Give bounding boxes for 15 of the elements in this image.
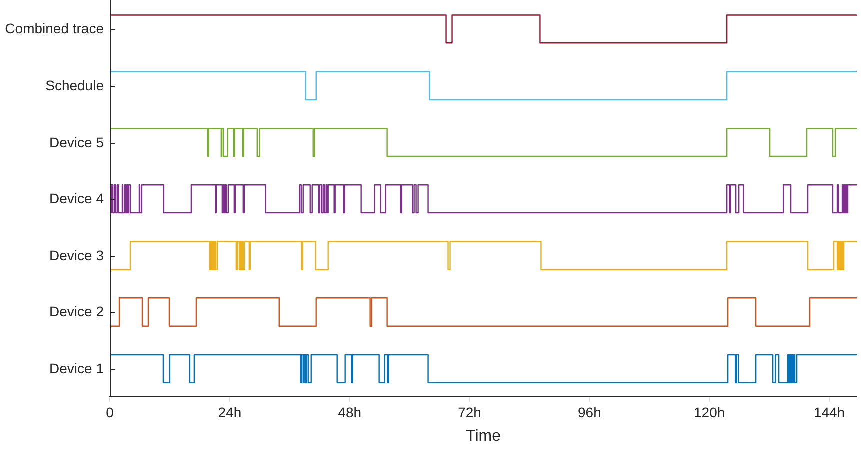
series-label: Device 5: [50, 134, 104, 150]
series-label: Device 3: [50, 247, 104, 264]
series-label: Device 4: [50, 190, 104, 206]
x-tick-label: 0: [106, 404, 114, 420]
x-tick-label: 48h: [338, 404, 362, 420]
x-tick-label: 96h: [578, 404, 602, 420]
x-tick-label: 24h: [218, 404, 242, 420]
x-tick-label: 120h: [694, 404, 726, 420]
series-label: Schedule: [46, 77, 104, 94]
x-tick-label: 144h: [814, 404, 846, 420]
series-label: Device 1: [50, 360, 104, 376]
x-axis-title: Time: [466, 428, 502, 445]
x-tick-label: 72h: [458, 404, 482, 420]
series-label: Combined trace: [5, 20, 104, 36]
series-label: Device 2: [50, 303, 104, 320]
